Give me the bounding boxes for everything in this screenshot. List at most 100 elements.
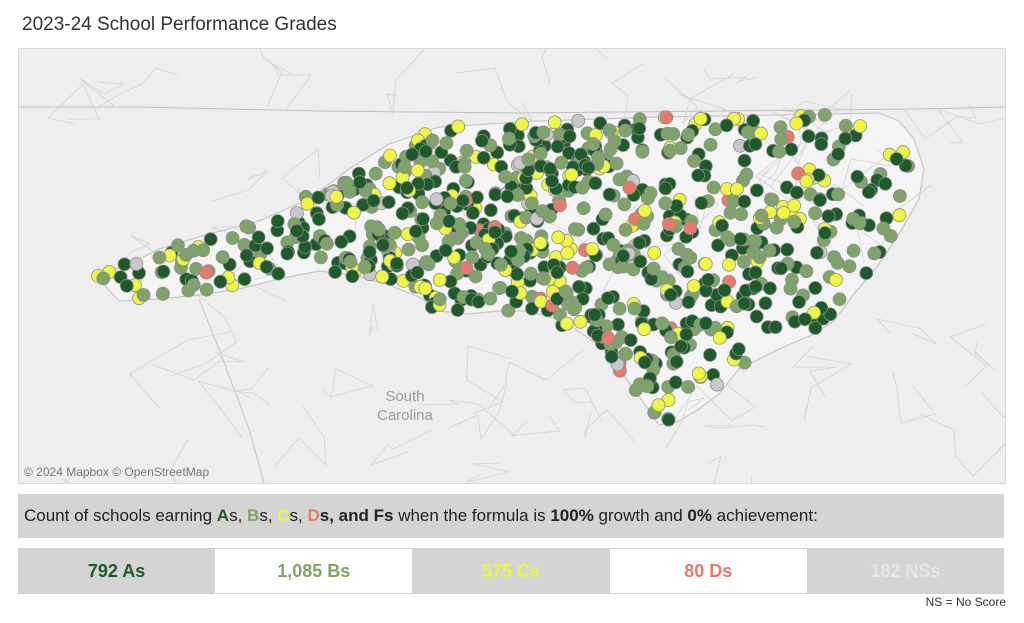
- school-marker-a[interactable]: [362, 244, 377, 259]
- school-marker-c[interactable]: [547, 115, 562, 130]
- school-marker-a[interactable]: [601, 291, 615, 306]
- school-marker-b[interactable]: [343, 254, 358, 269]
- map-attribution[interactable]: © 2024 Mapbox © OpenStreetMap: [24, 465, 210, 479]
- school-marker-b[interactable]: [465, 250, 480, 265]
- school-marker-a[interactable]: [813, 193, 827, 208]
- school-marker-b[interactable]: [598, 207, 613, 222]
- school-marker-c[interactable]: [647, 245, 662, 260]
- school-marker-a[interactable]: [810, 245, 824, 260]
- school-marker-b[interactable]: [773, 120, 788, 135]
- school-marker-b[interactable]: [852, 216, 867, 230]
- school-marker-a[interactable]: [748, 137, 763, 151]
- school-marker-c[interactable]: [712, 330, 727, 345]
- school-marker-c[interactable]: [329, 189, 344, 204]
- school-marker-a[interactable]: [117, 257, 132, 272]
- school-marker-a[interactable]: [442, 214, 457, 229]
- school-points[interactable]: [91, 108, 916, 427]
- school-marker-b[interactable]: [152, 250, 167, 265]
- school-marker-b[interactable]: [808, 206, 822, 221]
- school-marker-b[interactable]: [535, 204, 550, 219]
- school-marker-c[interactable]: [515, 117, 529, 132]
- school-marker-a[interactable]: [889, 152, 904, 166]
- school-marker-b[interactable]: [523, 266, 538, 281]
- school-marker-a[interactable]: [280, 246, 295, 261]
- school-marker-a[interactable]: [550, 139, 565, 154]
- school-marker-a[interactable]: [270, 214, 285, 229]
- school-marker-a[interactable]: [289, 223, 304, 238]
- school-marker-b[interactable]: [591, 150, 606, 165]
- school-marker-b[interactable]: [498, 169, 513, 184]
- school-marker-a[interactable]: [780, 242, 795, 257]
- school-marker-c[interactable]: [573, 314, 588, 329]
- school-marker-b[interactable]: [612, 301, 627, 316]
- school-marker-b[interactable]: [342, 184, 357, 199]
- school-marker-c[interactable]: [560, 246, 575, 261]
- school-marker-b[interactable]: [313, 250, 328, 265]
- school-marker-a[interactable]: [774, 261, 788, 276]
- school-marker-d[interactable]: [199, 265, 214, 280]
- school-marker-b[interactable]: [439, 136, 454, 150]
- school-marker-a[interactable]: [203, 232, 218, 247]
- school-marker-c[interactable]: [651, 398, 666, 413]
- school-marker-a[interactable]: [550, 265, 565, 280]
- school-marker-b[interactable]: [681, 127, 696, 142]
- school-marker-d[interactable]: [553, 198, 567, 213]
- school-marker-b[interactable]: [319, 236, 334, 251]
- school-marker-b[interactable]: [155, 286, 170, 301]
- school-marker-b[interactable]: [602, 123, 617, 138]
- school-marker-a[interactable]: [798, 312, 812, 327]
- school-marker-b[interactable]: [739, 167, 754, 182]
- school-map[interactable]: South Carolina © 2024 Mapbox © OpenStree…: [18, 48, 1006, 484]
- school-marker-c[interactable]: [730, 182, 744, 197]
- school-marker-c[interactable]: [559, 316, 574, 331]
- school-marker-a[interactable]: [763, 281, 777, 296]
- school-marker-a[interactable]: [789, 185, 804, 200]
- school-marker-b[interactable]: [521, 152, 536, 167]
- school-marker-b[interactable]: [493, 257, 508, 272]
- school-marker-a[interactable]: [588, 176, 603, 191]
- school-marker-a[interactable]: [239, 248, 254, 263]
- school-marker-b[interactable]: [215, 250, 230, 265]
- school-marker-b[interactable]: [817, 108, 832, 122]
- school-marker-a[interactable]: [818, 226, 832, 240]
- school-marker-a[interactable]: [251, 230, 266, 245]
- school-marker-a[interactable]: [681, 295, 696, 310]
- school-marker-a[interactable]: [737, 296, 752, 311]
- school-marker-a[interactable]: [748, 265, 763, 280]
- school-marker-b[interactable]: [606, 237, 621, 252]
- school-marker-c[interactable]: [375, 269, 390, 284]
- school-marker-c[interactable]: [829, 272, 843, 287]
- school-marker-a[interactable]: [814, 137, 829, 152]
- school-marker-a[interactable]: [680, 264, 695, 279]
- school-marker-a[interactable]: [510, 267, 525, 282]
- school-marker-a[interactable]: [400, 180, 414, 195]
- school-marker-c[interactable]: [551, 230, 566, 245]
- school-marker-b[interactable]: [640, 379, 654, 394]
- school-marker-a[interactable]: [679, 327, 694, 342]
- school-marker-b[interactable]: [483, 291, 498, 306]
- school-marker-a[interactable]: [746, 113, 760, 128]
- school-marker-a[interactable]: [808, 281, 823, 295]
- school-marker-b[interactable]: [537, 271, 551, 286]
- school-marker-b[interactable]: [772, 144, 787, 159]
- school-marker-c[interactable]: [787, 198, 802, 213]
- school-marker-b[interactable]: [524, 196, 539, 211]
- school-marker-b[interactable]: [769, 220, 784, 235]
- school-marker-b[interactable]: [568, 222, 582, 237]
- school-marker-b[interactable]: [681, 379, 695, 394]
- school-marker-b[interactable]: [627, 301, 642, 316]
- school-marker-b[interactable]: [575, 180, 590, 195]
- school-marker-b[interactable]: [199, 282, 214, 297]
- school-marker-a[interactable]: [701, 272, 716, 287]
- school-marker-a[interactable]: [691, 168, 706, 183]
- school-marker-b[interactable]: [459, 143, 474, 158]
- school-marker-b[interactable]: [415, 238, 430, 253]
- school-marker-a[interactable]: [213, 274, 228, 289]
- school-marker-b[interactable]: [658, 196, 673, 211]
- school-marker-a[interactable]: [668, 375, 683, 390]
- school-marker-a[interactable]: [311, 190, 326, 205]
- school-marker-c[interactable]: [346, 205, 361, 220]
- school-marker-d[interactable]: [659, 110, 674, 125]
- school-marker-b[interactable]: [720, 230, 735, 245]
- school-marker-a[interactable]: [717, 283, 732, 298]
